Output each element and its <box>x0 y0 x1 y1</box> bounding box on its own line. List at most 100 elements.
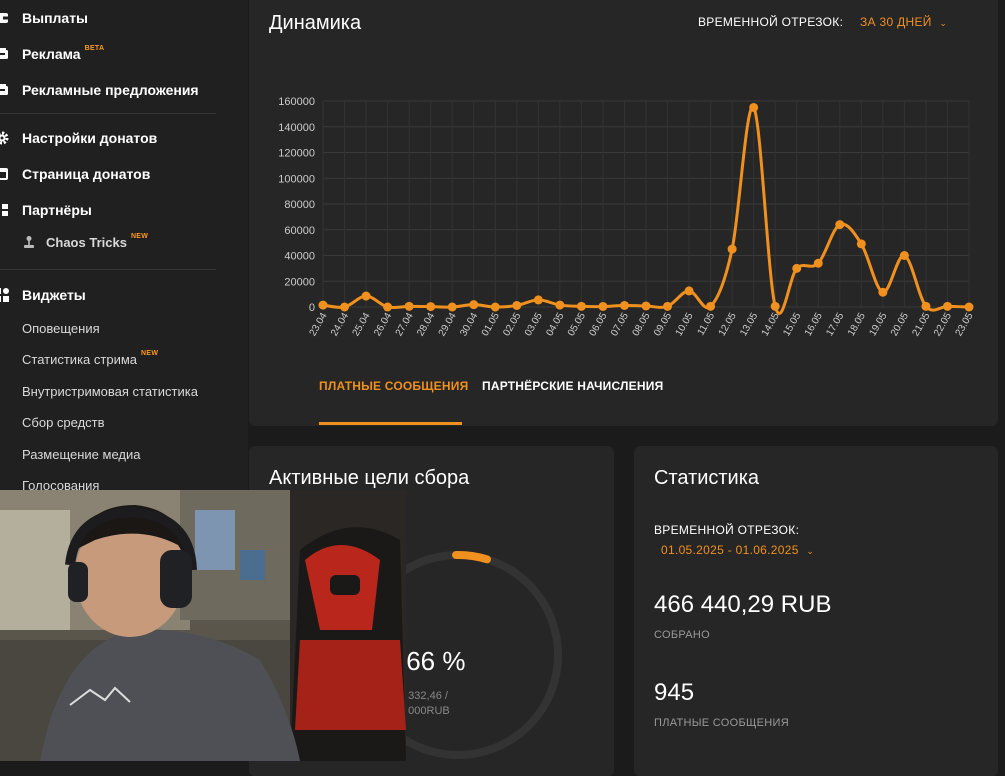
x-tick-label: 04.05 <box>544 311 566 339</box>
tab-partner-earnings[interactable]: ПАРТНЁРСКИЕ НАЧИСЛЕНИЯ <box>482 379 663 393</box>
new-badge: NEW <box>141 349 159 357</box>
data-point[interactable] <box>770 301 780 311</box>
sidebar-item-ad-offers[interactable]: Рекламные предложения <box>0 78 199 102</box>
data-point[interactable] <box>426 302 436 312</box>
data-point[interactable] <box>813 258 823 268</box>
sidebar-item-widgets[interactable]: Виджеты <box>0 283 86 307</box>
data-point[interactable] <box>899 251 909 260</box>
goals-title: Активные цели сбора <box>269 467 470 489</box>
sidebar-item-donation-settings[interactable]: Настройки донатов <box>0 126 157 150</box>
sidebar-subitem-instream-stats[interactable]: Внутристримовая статистика <box>22 381 198 401</box>
x-tick-label: 21.05 <box>910 311 932 339</box>
sidebar-subitem-alerts[interactable]: Оповещения <box>22 318 100 338</box>
data-point[interactable] <box>404 301 414 311</box>
messages-label: ПЛАТНЫЕ СООБЩЕНИЯ <box>654 717 789 729</box>
period-select-value: ЗА 30 ДНЕЙ <box>860 15 932 29</box>
sidebar-subitem-polls[interactable]: Голосования <box>22 475 99 495</box>
sidebar-item-donation-page[interactable]: Страница донатов <box>0 162 150 186</box>
tab-active-underline <box>319 422 462 425</box>
ad-icon <box>0 46 10 62</box>
data-point[interactable] <box>878 287 888 297</box>
joystick-icon <box>22 235 36 249</box>
x-tick-label: 13.05 <box>738 311 760 339</box>
data-point[interactable] <box>340 302 350 312</box>
sidebar-subitem-label: Chaos Tricks <box>46 234 127 250</box>
x-tick-label: 08.05 <box>631 311 653 339</box>
sidebar-subitem-chaos-tricks[interactable]: Chaos Tricks NEW <box>22 232 148 252</box>
x-tick-label: 12.05 <box>717 311 739 339</box>
data-point[interactable] <box>964 302 974 312</box>
tab-paid-messages[interactable]: ПЛАТНЫЕ СООБЩЕНИЯ <box>319 379 468 393</box>
data-point[interactable] <box>555 300 565 310</box>
dynamics-title: Динамика <box>269 12 362 34</box>
widgets-icon <box>0 287 10 303</box>
data-point[interactable] <box>533 295 543 305</box>
sidebar-item-label: Рекламные предложения <box>22 82 199 98</box>
goal-amount-target: 0 000RUB <box>399 705 450 717</box>
data-point[interactable] <box>576 301 586 311</box>
chevron-down-icon: ⌄ <box>806 546 815 556</box>
y-tick-label: 140000 <box>278 122 315 134</box>
x-tick-label: 19.05 <box>867 311 889 339</box>
y-tick-label: 80000 <box>284 199 315 211</box>
messages-value: 945 <box>654 679 695 706</box>
data-point[interactable] <box>383 302 393 312</box>
partners-icon <box>0 202 10 218</box>
sidebar-item-partners[interactable]: Партнёры <box>0 198 92 222</box>
dynamics-chart: 0 20000 40000 60000 80000 100000 120000 140000 1… <box>278 96 976 339</box>
sidebar-divider <box>0 269 216 270</box>
data-point[interactable] <box>447 302 457 312</box>
data-point[interactable] <box>835 220 845 230</box>
x-tick-label: 06.05 <box>587 311 609 339</box>
x-tick-label: 22.05 <box>932 311 954 339</box>
stats-title: Статистика <box>654 467 760 489</box>
y-tick-label: 100000 <box>278 173 315 185</box>
data-point[interactable] <box>469 300 479 310</box>
x-tick-label: 07.05 <box>609 311 631 339</box>
gear-icon <box>0 130 10 146</box>
x-tick-label: 15.05 <box>781 311 803 339</box>
sidebar-item-label: Виджеты <box>22 287 86 303</box>
x-tick-label: 02.05 <box>501 311 523 339</box>
data-point[interactable] <box>512 300 522 310</box>
x-tick-label: 23.05 <box>954 311 976 339</box>
x-tick-label: 09.05 <box>652 311 674 339</box>
data-point[interactable] <box>727 244 737 254</box>
chevron-down-icon: ⌄ <box>939 18 948 28</box>
data-point[interactable] <box>684 286 694 296</box>
data-point[interactable] <box>318 300 328 310</box>
dynamics-panel: Динамика ВРЕМЕННОЙ ОТРЕЗОК: ЗА 30 ДНЕЙ ⌄… <box>249 0 998 426</box>
sidebar-subitem-fundraising[interactable]: Сбор средств <box>22 412 105 432</box>
data-point[interactable] <box>942 301 952 311</box>
sidebar-subitem-stream-stats[interactable]: Статистика стрима NEW <box>22 349 158 369</box>
sidebar-item-label: Реклама <box>22 46 81 62</box>
data-point[interactable] <box>921 301 931 311</box>
sidebar-item-payouts[interactable]: Выплаты <box>0 6 88 30</box>
x-tick-label: 03.05 <box>523 311 545 339</box>
data-point[interactable] <box>361 291 371 301</box>
sidebar-subitem-media[interactable]: Размещение медиа <box>22 444 140 464</box>
data-point[interactable] <box>663 301 673 311</box>
x-tick-label: 10.05 <box>674 311 696 339</box>
data-point[interactable] <box>619 300 629 310</box>
tab-label: ПЛАТНЫЕ СООБЩЕНИЯ <box>319 379 469 393</box>
sidebar-subitem-label: Голосования <box>22 477 100 493</box>
data-point[interactable] <box>749 102 759 112</box>
page-icon <box>0 166 10 182</box>
sidebar-item-ads[interactable]: Реклама BETA <box>0 42 104 66</box>
stats-period-select[interactable]: 01.05.2025 - 01.06.2025 ⌄ <box>661 543 814 557</box>
data-point[interactable] <box>856 239 866 249</box>
data-point[interactable] <box>490 302 500 312</box>
data-point[interactable] <box>598 301 608 311</box>
period-select[interactable]: ЗА 30 ДНЕЙ ⌄ <box>860 15 947 29</box>
stats-period-value: 01.05.2025 - 01.06.2025 <box>661 543 799 557</box>
stats-panel: Статистика ВРЕМЕННОЙ ОТРЕЗОК: 01.05.2025… <box>634 446 998 776</box>
sidebar-item-label: Партнёры <box>22 202 92 218</box>
data-point[interactable] <box>706 301 716 311</box>
x-tick-label: 20.05 <box>889 311 911 339</box>
x-tick-label: 23.04 <box>308 311 330 339</box>
sidebar-subitem-label: Оповещения <box>22 320 100 336</box>
data-point[interactable] <box>792 263 802 273</box>
tab-label: ПАРТНЁРСКИЕ НАЧИСЛЕНИЯ <box>482 379 664 393</box>
data-point[interactable] <box>641 301 651 311</box>
